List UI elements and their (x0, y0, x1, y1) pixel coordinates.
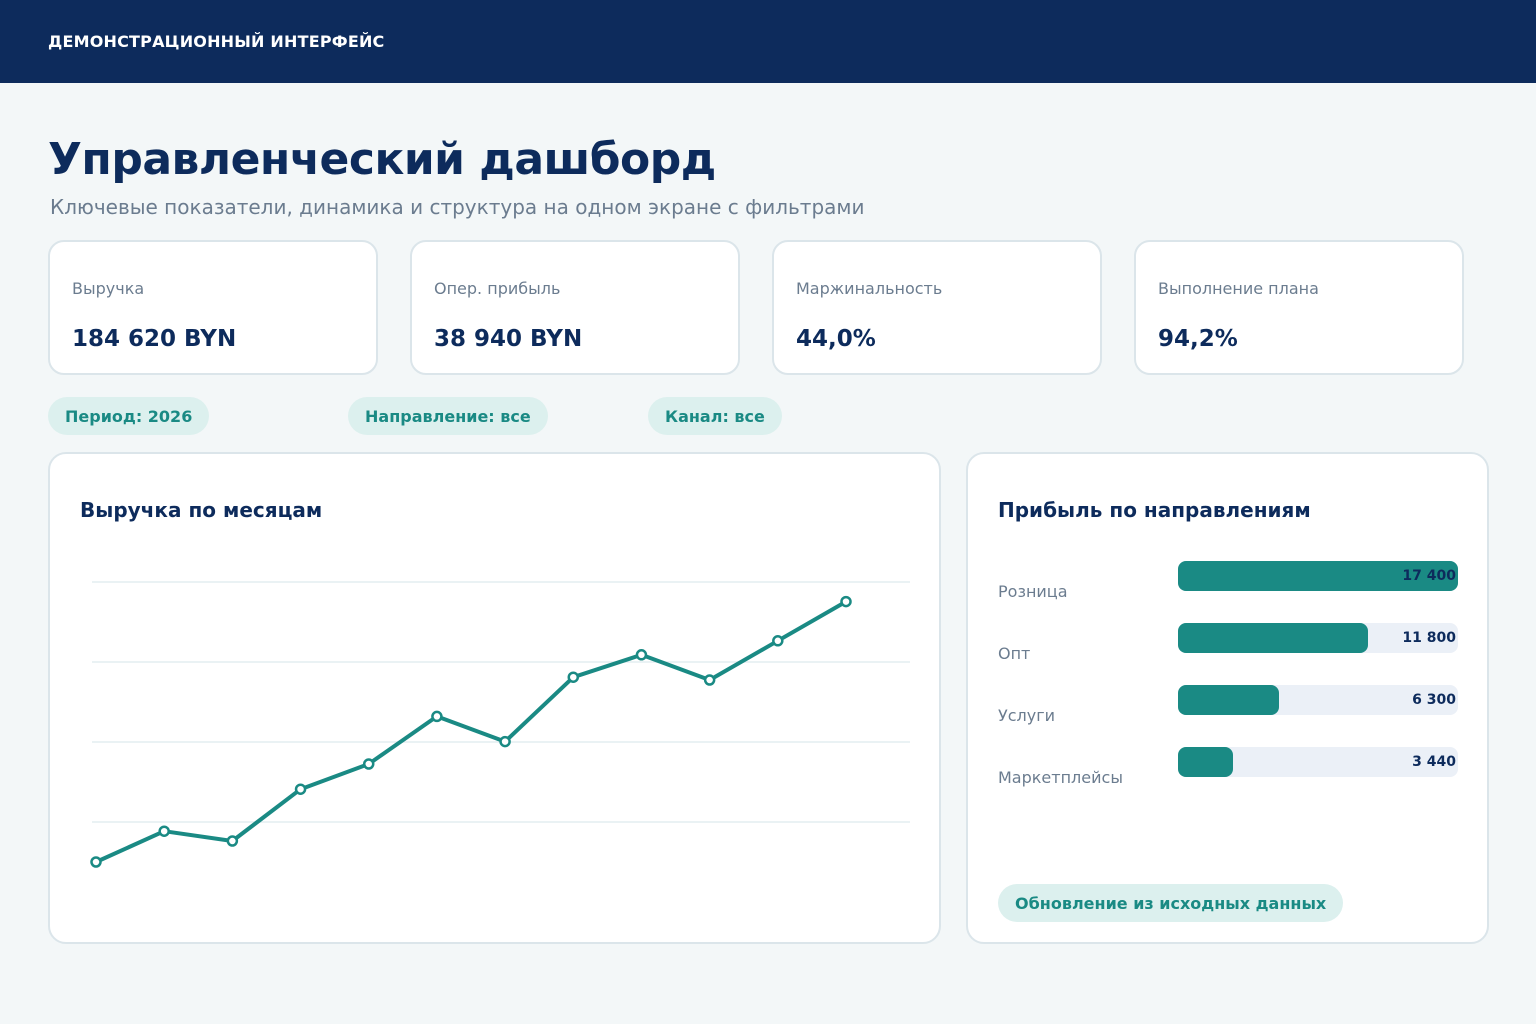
filter-direction[interactable]: Направление: все (348, 397, 548, 435)
data-point[interactable] (635, 649, 648, 661)
bar-marketplaces (1178, 747, 1234, 777)
bar-track: 17 400 (1178, 561, 1458, 591)
data-point[interactable] (90, 856, 102, 868)
data-point[interactable] (362, 758, 375, 770)
kpi-label: Опер. прибыль (434, 279, 561, 298)
data-point[interactable] (294, 783, 307, 795)
revenue-series-line (94, 599, 848, 864)
bar-value: 11 800 (1402, 630, 1456, 646)
kpi-label: Выручка (72, 279, 145, 298)
kpi-value: 38 940 BYN (434, 326, 583, 352)
kpi-label: Выполнение плана (1158, 279, 1319, 298)
data-point[interactable] (567, 671, 580, 683)
bar-track: 11 800 (1178, 623, 1458, 653)
app-title: ДЕМОНСТРАЦИОННЫЙ ИНТЕРФЕЙС (48, 32, 385, 51)
revenue-chart-card: Выручка по месяцам (48, 452, 941, 944)
kpi-card-margin: Маржинальность 44,0% (772, 240, 1102, 375)
data-point[interactable] (158, 825, 170, 837)
data-point[interactable] (840, 595, 852, 608)
bar-label-services: Услуги (998, 706, 1056, 725)
data-point[interactable] (226, 835, 239, 847)
data-point[interactable] (772, 635, 784, 647)
top-bar: ДЕМОНСТРАЦИОННЫЙ ИНТЕРФЕЙС (0, 0, 1536, 83)
bar-track: 3 440 (1178, 747, 1458, 777)
bar-value: 17 400 (1402, 568, 1456, 584)
bar-label-wholesale: Опт (998, 644, 1031, 663)
bar-value: 3 440 (1412, 754, 1456, 770)
kpi-value: 184 620 BYN (72, 326, 237, 352)
profit-chart-card: Прибыль по направлениям Розница 17 400 О… (966, 452, 1489, 944)
bar-value: 6 300 (1412, 692, 1456, 708)
bar-services (1178, 685, 1280, 715)
bar-label-marketplaces: Маркетплейсы (998, 768, 1123, 787)
filter-channel[interactable]: Канал: все (648, 397, 782, 435)
bar-label-retail: Розница (998, 582, 1068, 601)
filter-period[interactable]: Период: 2026 (48, 397, 210, 435)
kpi-value: 94,2% (1158, 326, 1238, 352)
bar-wholesale (1178, 623, 1368, 653)
data-point[interactable] (431, 710, 443, 723)
data-point[interactable] (499, 735, 511, 748)
bar-track: 6 300 (1178, 685, 1458, 715)
kpi-card-revenue: Выручка 184 620 BYN (48, 240, 378, 375)
kpi-card-operating-profit: Опер. прибыль 38 940 BYN (410, 240, 740, 375)
page-title: Управленческий дашборд (48, 134, 716, 185)
kpi-card-plan: Выполнение плана 94,2% (1134, 240, 1464, 375)
kpi-label: Маржинальность (796, 279, 943, 298)
kpi-value: 44,0% (796, 326, 876, 352)
update-data-button[interactable]: Обновление из исходных данных (998, 884, 1344, 922)
bar-retail (1178, 561, 1458, 591)
revenue-chart-title: Выручка по месяцам (80, 498, 323, 522)
revenue-line-chart (90, 581, 910, 868)
data-point[interactable] (703, 674, 716, 686)
page-subtitle: Ключевые показатели, динамика и структур… (50, 195, 865, 219)
profit-chart-title: Прибыль по направлениям (998, 498, 1311, 522)
